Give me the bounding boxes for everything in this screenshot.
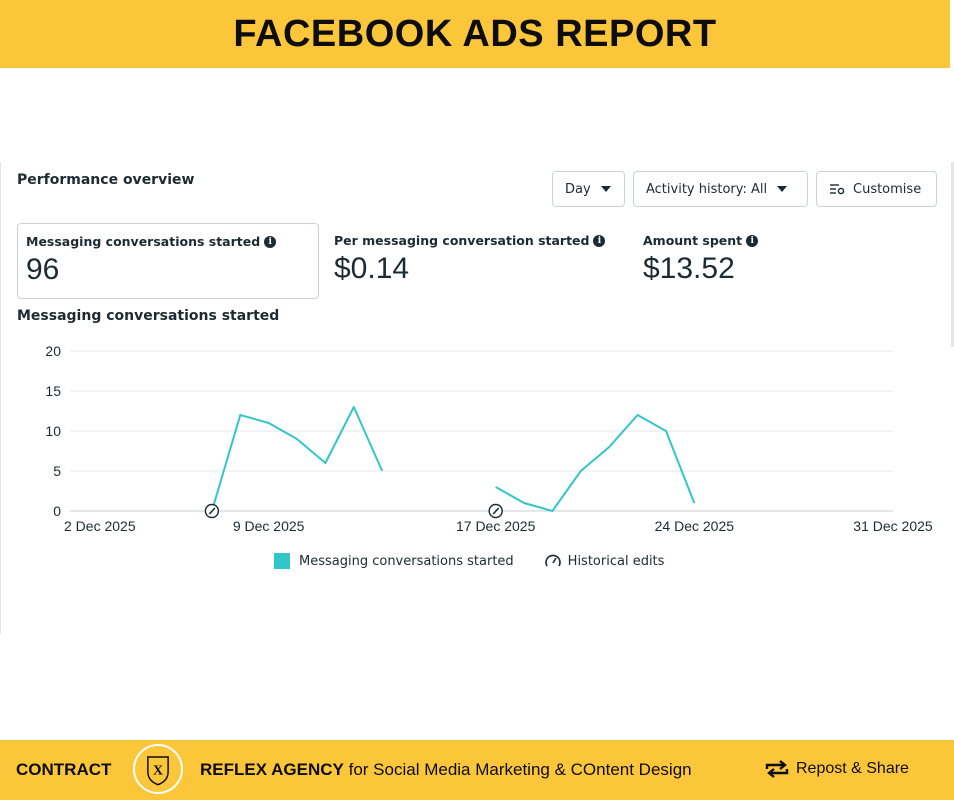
- metric-label-wrap: Per messaging conversation started i: [334, 233, 618, 248]
- performance-title: Performance overview: [17, 172, 195, 188]
- metric-label: Per messaging conversation started: [334, 233, 590, 248]
- customise-label: Customise: [853, 181, 922, 197]
- customise-icon: [830, 184, 845, 195]
- activity-history-label: Activity history: All: [646, 181, 768, 197]
- y-tick-label: 15: [45, 383, 61, 399]
- chart-title: Messaging conversations started: [17, 308, 280, 324]
- top-banner: FACEBOOK ADS REPORT: [0, 0, 950, 68]
- series-line: [210, 406, 384, 512]
- y-tick-label: 5: [53, 463, 61, 479]
- chart-legend: Messaging conversations started Historic…: [274, 553, 664, 569]
- metric-label: Amount spent: [643, 233, 743, 248]
- footer-contract: CONTRACT: [16, 760, 112, 779]
- day-dropdown-label: Day: [565, 181, 591, 197]
- legend-series-label[interactable]: Messaging conversations started: [299, 553, 514, 569]
- day-dropdown[interactable]: Day: [552, 171, 625, 207]
- metric-label-wrap: Messaging conversations started i: [26, 234, 310, 249]
- x-tick-label: 9 Dec 2025: [233, 518, 305, 534]
- agency-logo: X: [133, 744, 183, 794]
- repost-label: Repost & Share: [796, 760, 909, 777]
- metric-card-conversations[interactable]: Messaging conversations started i 96: [17, 223, 319, 299]
- svg-text:X: X: [153, 763, 163, 778]
- report-title: FACEBOOK ADS REPORT: [233, 12, 717, 55]
- line-chart: 0 5 10 15 20 2 Dec 2025 9 Dec 2025 17 Dec 2025 2…: [45, 343, 933, 534]
- activity-history-dropdown[interactable]: Activity history: All: [633, 171, 808, 207]
- performance-panel: [0, 162, 952, 634]
- panel-edge: [951, 162, 954, 347]
- metric-value: 96: [26, 253, 60, 286]
- x-tick-label: 24 Dec 2025: [655, 518, 735, 534]
- series-line: [495, 414, 696, 512]
- metric-value: $0.14: [334, 252, 410, 285]
- footer-banner: CONTRACT X REFLEX AGENCY for Social Medi…: [0, 740, 954, 800]
- metric-label: Messaging conversations started: [26, 234, 261, 249]
- metric-card-cost-per-conversation[interactable]: Per messaging conversation started i $0.…: [326, 223, 626, 299]
- x-tick-label: 2 Dec 2025: [64, 518, 136, 534]
- footer-agency: REFLEX AGENCY for Social Media Marketing…: [200, 760, 692, 780]
- x-tick-label: 17 Dec 2025: [456, 518, 536, 534]
- legend-swatch[interactable]: [274, 553, 290, 569]
- customise-button[interactable]: Customise: [816, 171, 937, 207]
- metric-label-wrap: Amount spent i: [643, 233, 927, 248]
- repost-icon: [765, 760, 789, 778]
- legend-edits-label[interactable]: Historical edits: [567, 553, 665, 569]
- y-tick-label: 0: [53, 503, 61, 519]
- metric-card-amount-spent[interactable]: Amount spent i $13.52: [635, 223, 935, 299]
- agency-tagline: for Social Media Marketing & COntent Des…: [343, 760, 692, 779]
- historical-edits-icon: [544, 554, 561, 567]
- y-tick-label: 10: [45, 423, 61, 439]
- caret-down-icon: [777, 186, 788, 192]
- y-tick-label: 20: [45, 343, 61, 359]
- historical-edit-needle: [492, 507, 500, 515]
- historical-edit-needle: [208, 507, 216, 515]
- repost-share[interactable]: Repost & Share: [764, 760, 909, 778]
- x-tick-label: 31 Dec 2025: [853, 518, 933, 534]
- caret-down-icon: [600, 186, 611, 192]
- info-icon[interactable]: i: [264, 235, 277, 248]
- info-icon[interactable]: i: [746, 234, 759, 247]
- agency-name: REFLEX AGENCY: [200, 760, 344, 779]
- metric-value: $13.52: [643, 252, 735, 285]
- info-icon[interactable]: i: [593, 234, 606, 247]
